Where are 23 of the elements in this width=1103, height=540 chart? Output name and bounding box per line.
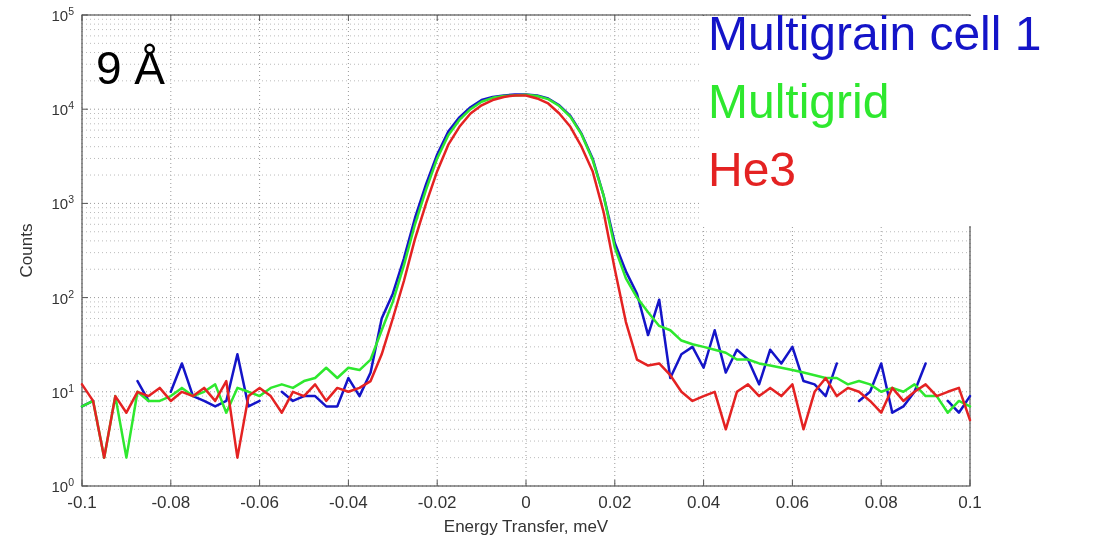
x-axis-title: Energy Transfer, meV [443,517,609,536]
text: Multigrid [708,75,890,128]
x-tick-label: -0.08 [151,493,191,512]
annotation: 9 Å [96,42,166,94]
x-tick-label: 0.06 [775,493,809,512]
y-tick-label: 10$^{5}$ [51,5,75,24]
y-tick-label: 10$^{1}$ [51,381,75,401]
y-tick-label: 10$^{4}$ [51,99,75,119]
x-tick-label: 0.1 [958,493,982,512]
text: He3 [708,143,797,196]
y-tick-label: 10$^{3}$ [51,193,75,213]
y-tick-label: 10$^{0}$ [51,476,75,495]
y-tick-label: 10$^{2}$ [51,287,75,307]
x-tick-label: 0.08 [864,493,898,512]
x-tick-label: 0.02 [598,493,632,512]
x-tick-label: -0.1 [67,493,97,512]
y-axis-title: Counts [17,223,36,278]
x-tick-label: -0.02 [417,493,457,512]
x-tick-label: -0.06 [240,493,279,512]
text: Multigrain cell 1 [708,7,1042,60]
x-tick-label: -0.04 [329,493,368,512]
x-tick-label: 0 [521,493,531,512]
x-tick-label: 0.04 [687,493,721,512]
